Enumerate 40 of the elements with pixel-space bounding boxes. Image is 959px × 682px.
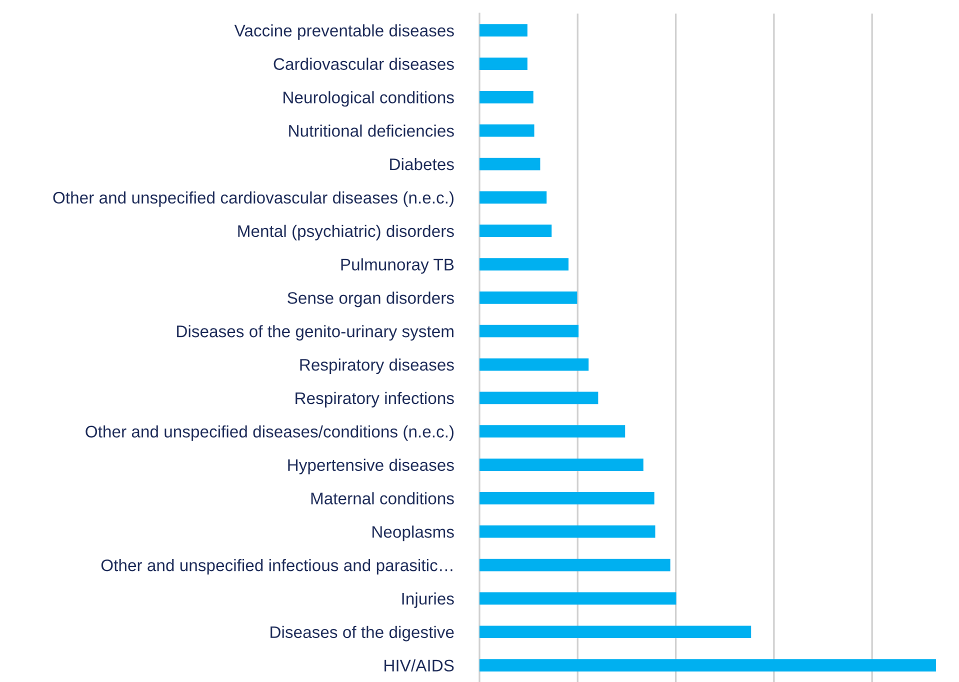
y-tick-label: Pulmunoray TB (341, 258, 454, 274)
bar (480, 58, 528, 70)
y-tick-label: Vaccine preventable diseases (234, 24, 454, 40)
y-tick-label: Mental (psychiatric) disorders (238, 224, 454, 240)
bar (480, 525, 656, 538)
y-tick-label: Respiratory diseases (300, 358, 454, 374)
y-tick-label: Injuries (402, 592, 454, 608)
y-tick-label: Hypertensive diseases (288, 458, 454, 474)
bar (480, 292, 578, 304)
y-tick-label: Other and unspecified infectious and parasitic… (101, 559, 452, 575)
y-tick-label: Diabetes (390, 158, 454, 170)
bar (480, 24, 528, 37)
y-tick-label: Maternal conditions (311, 492, 454, 504)
y-tick-label: Neurological conditions (284, 91, 454, 107)
bar (480, 458, 644, 471)
y-tick-label: Sense organ disorders (288, 292, 454, 308)
y-tick-label: Other and unspecified cardiovascular diseases (n.e.c.) (53, 191, 454, 207)
bar (480, 124, 534, 137)
bar (480, 358, 589, 371)
bar (480, 324, 579, 338)
bar (480, 392, 598, 404)
bar (480, 558, 670, 572)
bar (480, 91, 534, 104)
y-tick-label: Cardiovascular diseases (274, 58, 454, 70)
bar (480, 492, 654, 504)
y-tick-label: HIV/AIDS (384, 659, 454, 672)
y-tick-label: Diseases of the genito-urinary system (177, 325, 454, 341)
y-tick-label: Neoplasms (372, 526, 454, 542)
bar (480, 224, 552, 238)
y-tick-label: Nutritional deficiencies (289, 124, 454, 137)
y-tick-label: Respiratory infections (296, 392, 454, 408)
bar (480, 626, 752, 638)
y-tick-label: Other and unspecified diseases/conditions (n.e.c.) (86, 425, 454, 441)
bar (480, 425, 626, 438)
bar (480, 592, 676, 605)
bar (480, 158, 540, 170)
y-tick-label: Diseases of the digestive (270, 626, 454, 642)
bar (480, 258, 569, 270)
bar (480, 191, 547, 204)
bar (480, 659, 936, 672)
